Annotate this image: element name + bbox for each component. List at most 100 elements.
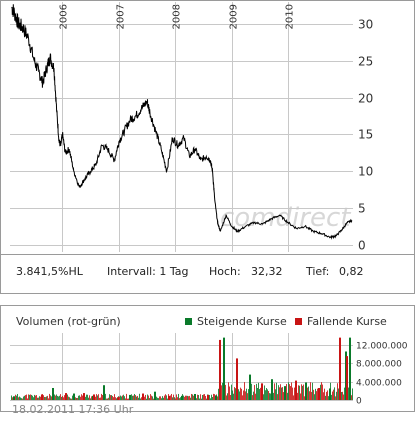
volume-filler-bar — [78, 395, 79, 400]
volume-filler-bar — [125, 398, 126, 400]
volume-filler-bar — [11, 395, 12, 400]
volume-filler-bar — [328, 396, 329, 400]
volume-filler-bar — [301, 384, 302, 400]
volume-filler-bar — [97, 395, 98, 400]
volume-filler-bar — [225, 384, 226, 400]
volume-filler-bar — [213, 393, 214, 400]
volume-filler-bar — [156, 396, 157, 400]
volume-filler-bar — [186, 395, 187, 400]
volume-bar-down — [117, 397, 119, 400]
volume-filler-bar — [59, 395, 60, 400]
volume-filler-bar — [240, 387, 241, 400]
legend-down-swatch — [295, 318, 302, 325]
volume-filler-bar — [31, 394, 32, 400]
volume-filler-bar — [151, 395, 152, 400]
volume-filler-bar — [299, 385, 300, 400]
volume-panel: Volumen (rot-grün) Steigende Kurse Falle… — [0, 305, 415, 412]
volume-panel-border — [0, 305, 415, 412]
volume-filler-bar — [101, 393, 102, 400]
volume-filler-bar — [22, 398, 23, 400]
volume-filler-bar — [122, 395, 123, 400]
volume-filler-bar — [63, 397, 64, 400]
timestamp: 18.02.2011 17:36 Uhr — [12, 403, 134, 416]
legend-down-label: Fallende Kurse — [307, 315, 387, 328]
volume-year-separators — [62, 333, 289, 400]
volume-bar-down — [93, 394, 95, 400]
volume-filler-bar — [67, 394, 68, 400]
stat-interval: Intervall: 1 Tag — [107, 265, 189, 278]
volume-filler-bar — [79, 395, 80, 400]
price-y-tick-label: 20 — [358, 92, 373, 106]
volume-filler-bar — [162, 396, 163, 400]
volume-filler-bar — [307, 387, 308, 400]
volume-y-tick-label: 12.000.000 — [356, 342, 408, 352]
volume-filler-bar — [267, 389, 268, 400]
volume-filler-bar — [338, 388, 339, 400]
volume-filler-bar — [72, 395, 73, 400]
volume-filler-bar — [58, 396, 59, 400]
volume-filler-bar — [124, 396, 125, 400]
volume-filler-bar — [265, 390, 266, 400]
volume-filler-bar — [336, 391, 337, 400]
volume-bar-down — [339, 337, 341, 400]
volume-filler-bar — [172, 397, 173, 400]
volume-filler-bar — [258, 382, 259, 400]
volume-filler-bar — [87, 394, 88, 400]
volume-filler-bar — [64, 395, 65, 400]
volume-filler-bar — [24, 395, 25, 400]
volume-filler-bar — [46, 396, 47, 400]
volume-filler-bar — [114, 394, 115, 400]
volume-filler-bar — [332, 391, 333, 400]
year-label: 2009 — [229, 4, 240, 29]
year-label: 2008 — [172, 4, 183, 29]
volume-filler-bar — [278, 385, 279, 400]
volume-filler-bar — [335, 396, 336, 400]
volume-filler-bar — [226, 395, 227, 400]
volume-grid — [10, 345, 353, 401]
volume-filler-bar — [281, 387, 282, 400]
volume-filler-bar — [177, 397, 178, 400]
volume-filler-bar — [239, 391, 240, 400]
volume-filler-bar — [312, 382, 313, 400]
volume-filler-bar — [184, 396, 185, 400]
volume-filler-bar — [27, 398, 28, 400]
volume-filler-bar — [126, 393, 127, 400]
volume-filler-bar — [23, 396, 24, 400]
volume-bars — [13, 337, 351, 400]
volume-filler-bar — [343, 394, 344, 400]
volume-filler-bar — [233, 393, 234, 400]
volume-filler-bar — [40, 396, 41, 400]
volume-filler-bar — [106, 398, 107, 400]
volume-filler-bar — [227, 393, 228, 400]
volume-filler-bar — [247, 393, 248, 400]
volume-filler-bar — [348, 387, 349, 400]
volume-bar-down — [236, 358, 238, 400]
volume-bar-down — [207, 394, 209, 400]
volume-bar-down — [295, 380, 297, 400]
volume-filler-bar — [294, 387, 295, 400]
volume-filler-bar — [252, 395, 253, 400]
volume-bar-up — [73, 393, 75, 400]
volume-bar-down — [346, 356, 348, 400]
volume-filler-bar — [76, 397, 77, 400]
volume-filler-bar — [193, 395, 194, 400]
volume-filler-bar — [54, 394, 55, 400]
volume-filler-bar — [51, 396, 52, 400]
volume-filler-bar — [202, 394, 203, 400]
volume-filler-bar — [21, 398, 22, 400]
volume-filler-bar — [222, 382, 223, 400]
volume-filler-bar — [112, 395, 113, 400]
volume-filler-bar — [115, 397, 116, 400]
volume-filler-bar — [234, 387, 235, 400]
volume-filler-bar — [60, 394, 61, 400]
volume-bar-down — [83, 393, 85, 400]
volume-filler-bar — [324, 388, 325, 400]
volume-filler-bar — [50, 395, 51, 400]
volume-filler-bar — [277, 394, 278, 400]
volume-filler-bar — [133, 395, 134, 400]
volume-filler-bar — [244, 382, 245, 400]
volume-filler-bar — [288, 382, 289, 400]
volume-filler-bar — [310, 382, 311, 400]
year-label: 2006 — [59, 4, 70, 29]
